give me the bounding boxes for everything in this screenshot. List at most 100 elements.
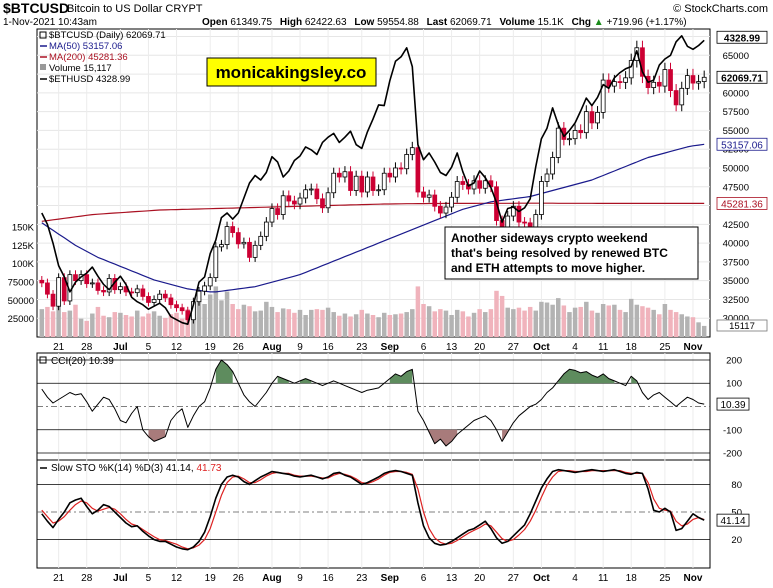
- x-tick-label: 5: [146, 573, 152, 584]
- candle-body: [106, 278, 112, 293]
- volume-bar: [331, 312, 336, 337]
- candle-body: [157, 293, 163, 300]
- candle-body: [247, 241, 252, 258]
- volume-bar: [696, 322, 701, 337]
- candle-body: [303, 189, 309, 199]
- volume-bar: [129, 316, 134, 337]
- open-value: 61349.75: [230, 17, 272, 28]
- volume-bar: [123, 315, 129, 337]
- candle-body: [623, 77, 628, 83]
- candle-body: [207, 277, 213, 287]
- candle-body: [39, 279, 45, 284]
- price-last-tag: 62069.71: [721, 73, 763, 84]
- volume-bar: [376, 317, 381, 337]
- x-tick-label: 21: [53, 342, 65, 353]
- volume-bar: [533, 310, 539, 337]
- x-tick-label: 28: [81, 342, 93, 353]
- volume-bar: [353, 314, 359, 337]
- volume-bar: [679, 314, 684, 337]
- x-tick-label: 13: [446, 342, 458, 353]
- high-value: 62422.63: [305, 17, 347, 28]
- x-tick-label: 6: [421, 573, 427, 584]
- candle-body: [241, 241, 247, 245]
- volume-bar: [241, 304, 247, 337]
- volume-bar: [516, 307, 522, 337]
- volume-bar: [39, 309, 45, 337]
- volume-bar: [432, 311, 437, 337]
- x-tick-label: 16: [323, 342, 335, 353]
- volume-bar: [275, 312, 280, 337]
- x-tick-label: 6: [421, 342, 427, 353]
- candle-body: [449, 196, 454, 208]
- volume-bar: [651, 309, 656, 337]
- volume-bar: [163, 317, 168, 337]
- legend-ma200: MA(200) 45281.36: [49, 52, 128, 63]
- sto-title-d: 41.73: [196, 463, 221, 474]
- candle-body: [168, 297, 174, 306]
- candle-body: [426, 194, 432, 198]
- ma50-line: [41, 143, 705, 293]
- price-tick-label: 50000: [723, 163, 749, 174]
- candle-body: [612, 81, 617, 87]
- brand-box: [206, 57, 377, 87]
- x-tick-label: 18: [626, 573, 638, 584]
- x-tick-label: Jul: [113, 342, 128, 353]
- volume-bar: [443, 310, 449, 337]
- price-tick-label: 47500: [723, 182, 749, 193]
- candle-body: [320, 198, 325, 209]
- legend-ma50: MA(50) 53157.06: [49, 41, 122, 52]
- volume-bar: [628, 298, 634, 337]
- candle-body: [701, 76, 707, 82]
- candle-body: [376, 189, 381, 192]
- candle-body: [95, 282, 101, 291]
- annotation-line-2: that's being resolved by renewed BTC: [451, 246, 668, 260]
- volume-bar: [219, 300, 224, 337]
- candle-body: [522, 221, 527, 224]
- chg-value: +719.96 (+1.17%): [606, 17, 686, 28]
- volume-bar: [572, 307, 578, 337]
- x-tick-label: Nov: [684, 573, 703, 584]
- x-tick-label: Oct: [533, 573, 550, 584]
- price-tick-label: 40000: [723, 239, 749, 250]
- candle-body: [252, 244, 258, 258]
- candle-body: [583, 111, 589, 134]
- volume-bar: [550, 304, 555, 337]
- ma200-last-tag-box: [716, 197, 768, 210]
- volume-bar: [168, 314, 174, 337]
- candle-body: [437, 205, 443, 214]
- price-tick-label: 57500: [723, 107, 749, 118]
- price-legend: $BTCUSD (Daily) 62069.71 MA(50) 53157.06…: [39, 30, 166, 85]
- x-tick-label: Aug: [262, 573, 281, 584]
- volume-bar: [359, 309, 365, 337]
- sto-last-tag: 41.14: [720, 516, 745, 527]
- volume-bar: [95, 306, 101, 337]
- x-tick-label: Nov: [684, 342, 703, 353]
- volume-bar: [657, 314, 662, 337]
- candle-body: [696, 81, 701, 84]
- volume-bar: [634, 304, 640, 337]
- candle-body: [258, 235, 264, 246]
- x-tick-label: 21: [53, 573, 65, 584]
- volume-bar: [174, 312, 179, 337]
- cci-overbought-fill: [389, 369, 413, 384]
- x-tick-label: Jul: [113, 573, 128, 584]
- legend-price: $BTCUSD (Daily) 62069.71: [49, 30, 166, 41]
- volume-bar: [600, 304, 606, 337]
- volume-bar: [84, 320, 89, 337]
- price-tick-label: 35000: [723, 276, 749, 287]
- cci-tick-label: -100: [723, 425, 742, 436]
- x-tick-label: 27: [508, 342, 520, 353]
- ma200-last-tag: 45281.36: [721, 199, 763, 210]
- candle-body: [56, 277, 62, 307]
- candle-body: [146, 296, 151, 303]
- volume-bar: [280, 308, 286, 337]
- volume-tick-label: 100K: [12, 259, 35, 270]
- volume-bar: [73, 304, 78, 337]
- volume-bar: [690, 317, 696, 337]
- volume-bar: [179, 318, 185, 337]
- cci-overbought-fill: [558, 369, 615, 384]
- candle-body: [213, 246, 219, 279]
- open-label: Open: [202, 17, 228, 28]
- symbol-description: Bitcoin to US Dollar CRYPT: [67, 3, 203, 15]
- candle-body: [662, 69, 668, 87]
